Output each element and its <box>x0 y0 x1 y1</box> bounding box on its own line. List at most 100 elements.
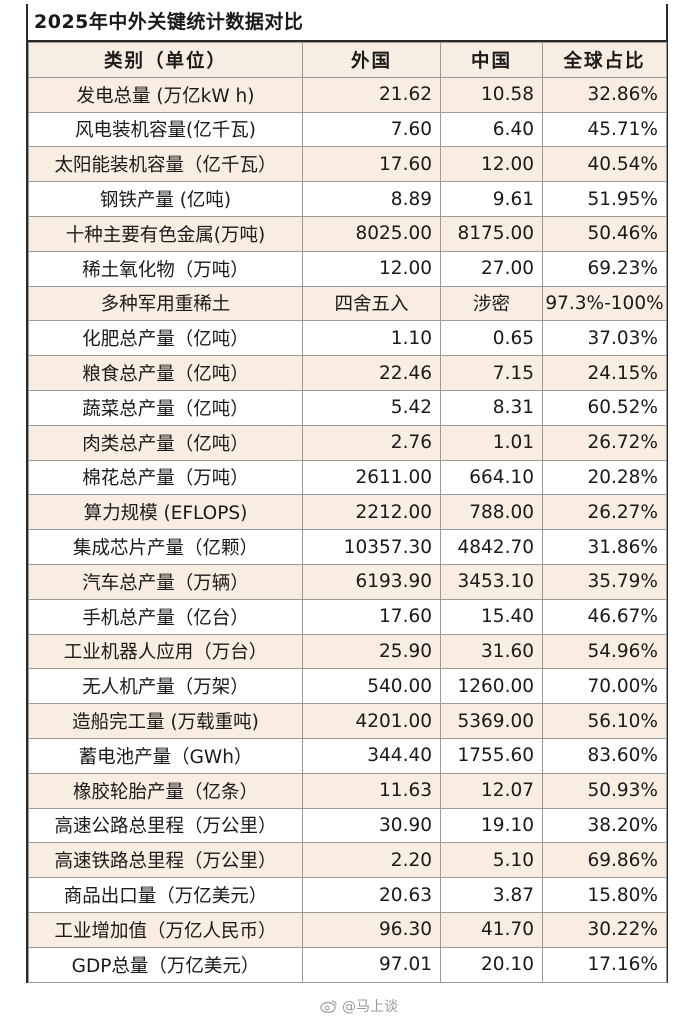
table-row: 算力规模 (EFLOPS) 2212.00 788.00 26.27% <box>28 494 667 531</box>
row-foreign-value: 17.60 <box>302 146 441 183</box>
row-china-value: 8.31 <box>440 389 543 426</box>
row-category: 橡胶轮胎产量（亿条） <box>28 772 303 809</box>
table-header-row: 类别（单位） 外国 中国 全球占比 <box>28 42 667 78</box>
row-china-value: 10.58 <box>440 76 543 113</box>
row-foreign-value: 97.01 <box>302 946 441 983</box>
row-foreign-value: 四舍五入 <box>302 285 441 322</box>
table-row: 高速公路总里程（万公里） 30.90 19.10 38.20% <box>28 807 667 844</box>
row-foreign-value: 96.30 <box>302 911 441 948</box>
row-global-share: 26.72% <box>542 424 667 461</box>
row-foreign-value: 11.63 <box>302 772 441 809</box>
row-foreign-value: 2611.00 <box>302 459 441 496</box>
table-row: 手机总产量（亿台） 17.60 15.40 46.67% <box>28 598 667 635</box>
row-foreign-value: 540.00 <box>302 668 441 705</box>
row-foreign-value: 2.76 <box>302 424 441 461</box>
row-foreign-value: 4201.00 <box>302 703 441 739</box>
comparison-table: 类别（单位） 外国 中国 全球占比 发电总量 (万亿kW h) 21.62 10.5… <box>28 42 667 983</box>
row-global-share: 31.86% <box>542 529 667 565</box>
table-body: 发电总量 (万亿kW h) 21.62 10.58 32.86% 风电装机容量(亿千瓦)… <box>28 76 667 983</box>
row-china-value: 788.00 <box>440 494 543 531</box>
row-foreign-value: 7.60 <box>302 111 441 148</box>
row-global-share: 50.46% <box>542 215 667 252</box>
table-row: 钢铁产量 (亿吨) 8.89 9.61 51.95% <box>28 181 667 217</box>
header-category: 类别（单位） <box>28 42 303 78</box>
row-global-share: 17.16% <box>542 946 667 983</box>
row-category: 高速公路总里程（万公里） <box>28 807 303 844</box>
row-category: 多种军用重稀土 <box>28 285 303 322</box>
row-category: 化肥总产量（亿吨） <box>28 320 303 357</box>
row-category: 工业增加值（万亿人民币） <box>28 911 303 948</box>
row-foreign-value: 2.20 <box>302 842 441 879</box>
row-foreign-value: 20.63 <box>302 877 441 913</box>
row-category: 算力规模 (EFLOPS) <box>28 494 303 531</box>
table-row: 蓄电池产量（GWh） 344.40 1755.60 83.60% <box>28 737 667 774</box>
row-category: 造船完工量 (万载重吨) <box>28 703 303 739</box>
row-china-value: 15.40 <box>440 598 543 635</box>
header-foreign: 外国 <box>302 42 441 78</box>
table-row: 棉花总产量（万吨） 2611.00 664.10 20.28% <box>28 459 667 496</box>
table-row: GDP总量（万亿美元） 97.01 20.10 17.16% <box>28 946 667 983</box>
row-china-value: 6.40 <box>440 111 543 148</box>
row-china-value: 3453.10 <box>440 563 543 600</box>
row-global-share: 15.80% <box>542 877 667 913</box>
table-row: 橡胶轮胎产量（亿条） 11.63 12.07 50.93% <box>28 772 667 809</box>
row-global-share: 69.86% <box>542 842 667 879</box>
row-foreign-value: 10357.30 <box>302 529 441 565</box>
table-row: 稀土氧化物（万吨） 12.00 27.00 69.23% <box>28 250 667 287</box>
row-china-value: 1.01 <box>440 424 543 461</box>
row-category: 汽车总产量（万辆） <box>28 563 303 600</box>
weibo-icon <box>320 999 338 1014</box>
row-category: 棉花总产量（万吨） <box>28 459 303 496</box>
row-category: 集成芯片产量（亿颗） <box>28 529 303 565</box>
row-china-value: 7.15 <box>440 355 543 391</box>
table-row: 化肥总产量（亿吨） 1.10 0.65 37.03% <box>28 320 667 357</box>
row-category: 肉类总产量（亿吨） <box>28 424 303 461</box>
row-china-value: 9.61 <box>440 181 543 217</box>
row-china-value: 1755.60 <box>440 737 543 774</box>
row-foreign-value: 30.90 <box>302 807 441 844</box>
header-china: 中国 <box>440 42 543 78</box>
table-row: 工业增加值（万亿人民币） 96.30 41.70 30.22% <box>28 911 667 948</box>
table-row: 多种军用重稀土 四舍五入 涉密 97.3%-100% <box>28 285 667 322</box>
row-global-share: 37.03% <box>542 320 667 357</box>
row-foreign-value: 21.62 <box>302 76 441 113</box>
watermark-text: @马上谈 <box>342 999 398 1015</box>
row-foreign-value: 22.46 <box>302 355 441 391</box>
table-row: 商品出口量（万亿美元） 20.63 3.87 15.80% <box>28 877 667 913</box>
row-china-value: 涉密 <box>440 285 543 322</box>
row-china-value: 8175.00 <box>440 215 543 252</box>
table-row: 蔬菜总产量（亿吨） 5.42 8.31 60.52% <box>28 389 667 426</box>
row-china-value: 12.07 <box>440 772 543 809</box>
row-global-share: 46.67% <box>542 598 667 635</box>
row-china-value: 31.60 <box>440 633 543 670</box>
row-global-share: 24.15% <box>542 355 667 391</box>
row-category: 钢铁产量 (亿吨) <box>28 181 303 217</box>
row-foreign-value: 344.40 <box>302 737 441 774</box>
row-global-share: 70.00% <box>542 668 667 705</box>
table-row: 太阳能装机容量（亿千瓦） 17.60 12.00 40.54% <box>28 146 667 183</box>
row-global-share: 51.95% <box>542 181 667 217</box>
row-china-value: 12.00 <box>440 146 543 183</box>
row-global-share: 56.10% <box>542 703 667 739</box>
row-china-value: 1260.00 <box>440 668 543 705</box>
row-global-share: 38.20% <box>542 807 667 844</box>
row-global-share: 50.93% <box>542 772 667 809</box>
row-global-share: 83.60% <box>542 737 667 774</box>
table-row: 汽车总产量（万辆） 6193.90 3453.10 35.79% <box>28 563 667 600</box>
row-global-share: 20.28% <box>542 459 667 496</box>
row-global-share: 54.96% <box>542 633 667 670</box>
row-foreign-value: 5.42 <box>302 389 441 426</box>
row-china-value: 4842.70 <box>440 529 543 565</box>
row-global-share: 97.3%-100% <box>542 285 667 322</box>
row-foreign-value: 25.90 <box>302 633 441 670</box>
page-title: 2025年中外关键统计数据对比 <box>28 4 666 42</box>
table-row: 风电装机容量(亿千瓦) 7.60 6.40 45.71% <box>28 111 667 148</box>
row-global-share: 32.86% <box>542 76 667 113</box>
row-category: 粮食总产量（亿吨） <box>28 355 303 391</box>
header-global-share: 全球占比 <box>542 42 667 78</box>
row-china-value: 3.87 <box>440 877 543 913</box>
row-category: 太阳能装机容量（亿千瓦） <box>28 146 303 183</box>
row-category: 手机总产量（亿台） <box>28 598 303 635</box>
row-category: 无人机产量（万架） <box>28 668 303 705</box>
row-global-share: 26.27% <box>542 494 667 531</box>
